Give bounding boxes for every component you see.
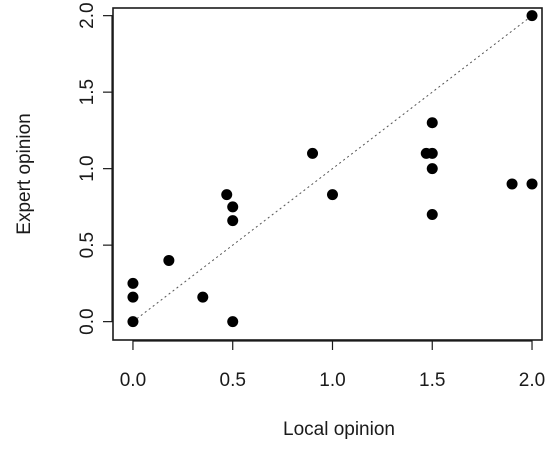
data-point xyxy=(163,254,175,266)
y-tick-label: 0.5 xyxy=(77,232,98,258)
data-point xyxy=(127,277,139,289)
data-point xyxy=(127,316,139,328)
x-tick-label: 1.0 xyxy=(319,370,345,391)
data-point xyxy=(426,117,438,129)
data-point xyxy=(227,215,239,227)
y-tick-label: 0.0 xyxy=(77,308,98,334)
data-point xyxy=(307,147,319,159)
data-point xyxy=(127,291,139,303)
data-point xyxy=(526,178,538,190)
data-point xyxy=(426,209,438,221)
x-axis: 0.0 0.5 1.0 1.5 2.0 xyxy=(120,340,545,391)
x-tick-label: 0.5 xyxy=(220,370,246,391)
data-point xyxy=(221,189,233,201)
data-point xyxy=(326,189,338,201)
data-point xyxy=(426,147,438,159)
data-point xyxy=(526,10,538,22)
reference-line xyxy=(132,15,533,323)
y-tick-label: 2.0 xyxy=(77,2,98,28)
data-point xyxy=(506,178,518,190)
y-tick-label: 1.5 xyxy=(77,79,98,105)
x-axis-title: Local opinion xyxy=(283,419,395,440)
x-tick-label: 0.0 xyxy=(120,370,146,391)
plot-frame xyxy=(112,7,543,341)
y-tick-label: 1.0 xyxy=(77,155,98,181)
data-point xyxy=(197,291,209,303)
y-axis: 0.0 0.5 1.0 1.5 2.0 xyxy=(77,2,113,335)
x-tick-label: 1.5 xyxy=(419,370,445,391)
data-point xyxy=(227,201,239,213)
y-axis-title: Expert opinion xyxy=(14,113,35,234)
data-point xyxy=(227,316,239,328)
data-point xyxy=(426,163,438,175)
x-tick-label: 2.0 xyxy=(519,370,545,391)
data-points xyxy=(127,10,538,328)
reference-line-layer xyxy=(132,15,533,323)
